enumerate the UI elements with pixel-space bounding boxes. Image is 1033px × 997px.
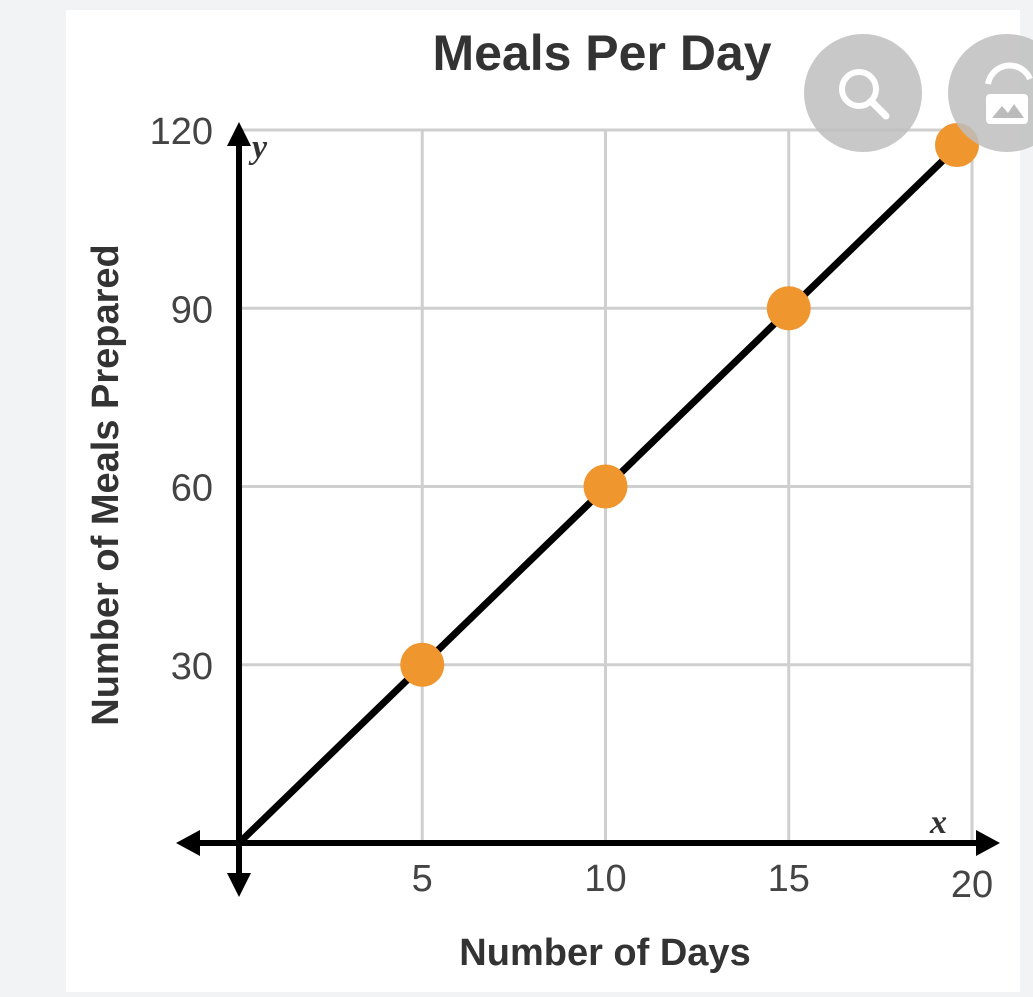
image-rotate-icon — [985, 62, 1033, 124]
x-axis-label: Number of Days — [459, 932, 750, 974]
search-icon — [839, 69, 890, 120]
data-point — [766, 286, 811, 331]
x-tick-label: 20 — [951, 864, 993, 906]
x-axis-arrow-left — [176, 830, 200, 856]
y-tick-label: 90 — [171, 289, 213, 331]
y-tick-label: 120 — [150, 111, 213, 153]
y-tick-label: 30 — [171, 646, 213, 688]
x-tick-label: 5 — [412, 858, 433, 900]
y-axis-label: Number of Meals Prepared — [85, 244, 127, 725]
data-point — [400, 642, 445, 687]
image-panel — [66, 10, 1020, 992]
chart-title: Meals Per Day — [432, 25, 771, 81]
data-point — [583, 464, 628, 509]
y-tick-label: 60 — [171, 468, 213, 510]
y-axis-arrow-down — [227, 873, 251, 897]
y-axis-arrow-up — [227, 122, 251, 146]
y-axis-letter: y — [248, 129, 268, 166]
x-axis-letter: x — [929, 804, 947, 841]
zoom-button[interactable] — [804, 34, 922, 152]
x-axis-arrow-right — [976, 830, 1000, 856]
x-tick-label: 10 — [584, 858, 626, 900]
image-rotate-button[interactable] — [948, 34, 1033, 152]
x-tick-label: 15 — [768, 858, 810, 900]
